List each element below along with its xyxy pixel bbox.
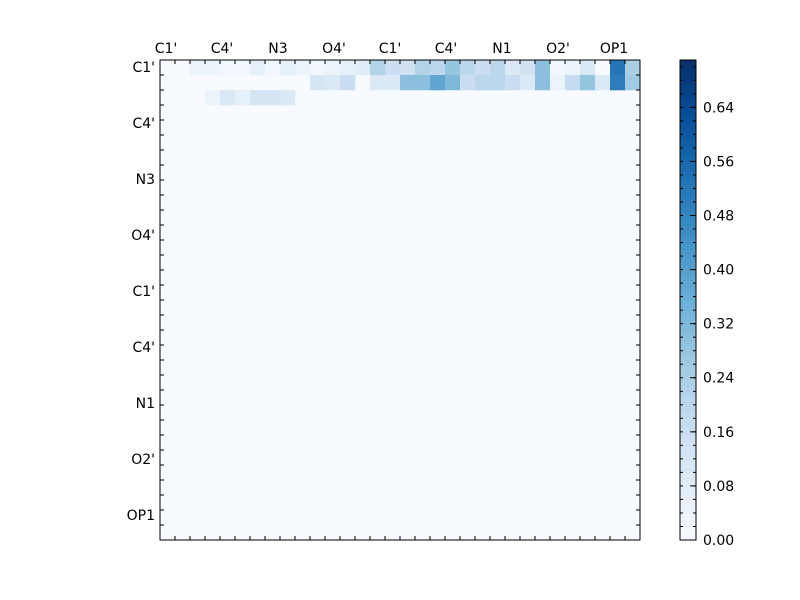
axis-ticks (159, 59, 641, 541)
heatmap-cell (565, 75, 581, 91)
y-tick-label: N1 (136, 396, 155, 412)
y-tick-label: C4' (132, 116, 155, 132)
heatmap-cell (535, 75, 551, 91)
colorbar-tick-label: 0.32 (703, 317, 734, 333)
heatmap-cell (460, 60, 476, 76)
colorbar-tick-label: 0.56 (703, 154, 734, 170)
heatmap-cell (250, 90, 266, 106)
heatmap-cell (415, 75, 431, 91)
heatmap-cell (205, 90, 221, 106)
heatmap-cell (220, 60, 236, 76)
heatmap-cell (505, 75, 521, 91)
heatmap-cell (520, 75, 536, 91)
heatmap-cell (325, 60, 341, 76)
heatmap-cell (595, 75, 611, 91)
heatmap-cell (490, 75, 506, 91)
colorbar-tick-label: 0.48 (703, 208, 734, 224)
colorbar-tick-label: 0.24 (703, 371, 734, 387)
colorbar-ticks: 0.00 0.08 0.16 0.24 0.32 0.40 0.48 0.56 0.64 (680, 66, 734, 549)
heatmap-cell (445, 60, 461, 76)
heatmap-cell (535, 60, 551, 76)
y-tick-label: C4' (132, 340, 155, 356)
heatmap-cell (475, 60, 491, 76)
colorbar-tick-label: 0.64 (703, 100, 734, 116)
heatmap-cell (520, 60, 536, 76)
heatmap-cell (250, 60, 266, 76)
colorbar-tick-label: 0.40 (703, 263, 734, 279)
x-tick-label: C4' (435, 41, 458, 57)
colorbar-tick-label: 0.16 (703, 425, 734, 441)
heatmap-cell (625, 60, 641, 76)
heatmap-cell (310, 75, 326, 91)
x-tick-label: N1 (492, 41, 511, 57)
heatmap-cell (385, 60, 401, 76)
heatmap-cell (580, 75, 596, 91)
heatmap-cells (160, 60, 641, 540)
x-tick-label: C1' (379, 41, 402, 57)
y-tick-label: O2' (131, 452, 155, 468)
heatmap-cell (610, 60, 626, 76)
y-tick-label: N3 (136, 172, 155, 188)
heatmap-cell (505, 60, 521, 76)
heatmap-cell (370, 75, 386, 91)
heatmap-cell (355, 60, 371, 76)
heatmap-cell (550, 75, 566, 91)
heatmap-cell (445, 75, 461, 91)
heatmap-cell (400, 60, 416, 76)
heatmap-cell (235, 60, 251, 76)
heatmap-cell (295, 60, 311, 76)
x-tick-label: C1' (155, 41, 178, 57)
heatmap-cell (400, 75, 416, 91)
colorbar-tick-label: 0.00 (703, 533, 734, 549)
x-tick-labels: C1' C4' N3 O4' C1' C4' N1 O2' OP1 (155, 41, 628, 57)
x-tick-label: N3 (268, 41, 287, 57)
heatmap-cell (235, 90, 251, 106)
heatmap-cell (565, 60, 581, 76)
heatmap-cell (610, 75, 626, 91)
heatmap-cell (265, 90, 281, 106)
x-tick-label: O2' (546, 41, 570, 57)
heatmap-background (160, 60, 640, 540)
y-tick-label: C1' (132, 60, 155, 76)
heatmap-cell (310, 60, 326, 76)
colorbar (679, 59, 697, 541)
heatmap-cell (340, 60, 356, 76)
y-tick-label: O4' (131, 228, 155, 244)
heatmap-cell (265, 60, 281, 76)
y-tick-labels: C1' C4' N3 O4' C1' C4' N1 O2' OP1 (127, 60, 155, 524)
heatmap-cell (280, 90, 296, 106)
heatmap-cell (415, 60, 431, 76)
heatmap-cell (460, 75, 476, 91)
heatmap-cell (580, 60, 596, 76)
colorbar-tick-label: 0.08 (703, 479, 734, 495)
y-tick-label: OP1 (127, 508, 155, 524)
heatmap-cell (550, 60, 566, 76)
heatmap-cell (190, 60, 206, 76)
heatmap-cell (370, 60, 386, 76)
x-tick-label: OP1 (600, 41, 628, 57)
heatmap-cell (385, 75, 401, 91)
heatmap-cell (340, 75, 356, 91)
heatmap-cell (490, 60, 506, 76)
y-tick-label: C1' (132, 284, 155, 300)
heatmap-cell (205, 60, 221, 76)
heatmap-cell (430, 75, 446, 91)
heatmap-cell (475, 75, 491, 91)
heatmap-cell (625, 75, 641, 91)
heatmap-cell (325, 75, 341, 91)
heatmap-cell (430, 60, 446, 76)
heatmap-cell (220, 90, 236, 106)
heatmap-cell (280, 60, 296, 76)
x-tick-label: O4' (322, 41, 346, 57)
x-tick-label: C4' (211, 41, 234, 57)
